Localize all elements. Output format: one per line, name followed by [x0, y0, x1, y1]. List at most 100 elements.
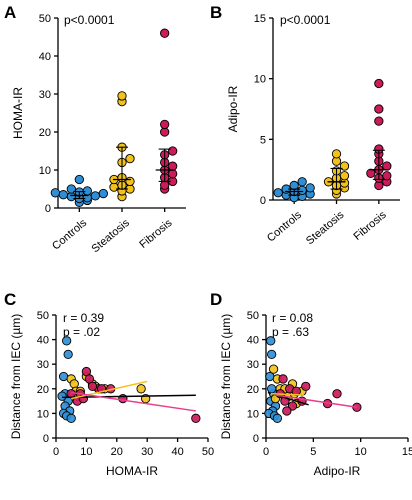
panel-a-fibrosis-point: [160, 119, 170, 130]
panel-b-x-tick-label: Steatosis: [304, 209, 347, 248]
panel-b-fibrosis-point: [382, 171, 392, 181]
panel-c-y-tick-label: 50: [37, 310, 49, 322]
panel-b-controls-point: [273, 188, 283, 198]
panel-a-controls-point: [66, 184, 76, 194]
panel-c-y-tick-label: 30: [37, 359, 49, 371]
panel-c-x-tick-label: 50: [202, 446, 214, 458]
panel-a-fibrosis-point: [168, 169, 178, 179]
panel-d-x-tick-label: 5: [310, 446, 316, 458]
panel-c-controls-point: [63, 349, 73, 360]
panel-a-y-axis-label: HOMA-IR: [11, 87, 25, 139]
panel-letter-d: D: [210, 290, 222, 309]
panel-b-steatosis-point: [331, 149, 342, 159]
panel-a-y-tick-label: 0: [45, 203, 51, 215]
panel-a-y-tick-label: 30: [39, 89, 51, 101]
panel-c-y-tick-label: 10: [37, 408, 49, 420]
panel-a-controls-point: [98, 188, 108, 199]
panel-c-y-tick-label: 0: [43, 433, 49, 445]
panel-c-x-tick-label: 20: [111, 446, 123, 458]
panel-c-overall-fit-line: [62, 394, 196, 399]
panel-d-fibrosis-point: [278, 374, 288, 384]
panel-a-steatosis-point: [125, 176, 135, 187]
panel-a-x-tick-label: Controls: [50, 217, 89, 253]
panel-c-r-value: r = 0.39: [63, 311, 104, 325]
panel-c-x-tick-label: 30: [141, 446, 153, 458]
panel-d-controls-point: [267, 384, 277, 394]
panel-d-y-tick-label: 20: [247, 384, 259, 396]
panel-d-fibrosis-point: [282, 406, 292, 416]
panel-a-fibrosis-point: [160, 127, 170, 137]
panel-c-x-tick-label: 10: [80, 446, 92, 458]
panel-b-y-axis-label: Adipo-IR: [226, 85, 240, 132]
panel-letter-a: A: [4, 3, 16, 22]
panel-d-controls-point: [267, 349, 277, 360]
panel-d-fibrosis-fit-line: [275, 394, 357, 408]
panel-c-fibrosis-point: [191, 413, 201, 423]
panel-a-controls-point: [58, 190, 68, 200]
panel-c-y-axis-label: Distance from IEC (µm): [9, 314, 23, 440]
panel-a-y-tick-label: 40: [39, 51, 51, 63]
panel-a-steatosis-point: [125, 153, 135, 164]
panel-c-p-value: p = .02: [63, 325, 100, 339]
panel-c-x-tick-label: 40: [171, 446, 183, 458]
panel-a-x-tick-label: Fibrosis: [137, 217, 175, 251]
panel-c-steatosis-fit-line: [71, 380, 148, 400]
panel-d-r-value: r = 0.08: [272, 311, 313, 325]
panel-b-y-tick-label: 5: [260, 134, 266, 146]
panel-c-controls-point: [61, 336, 72, 346]
panel-a-controls-point: [50, 188, 60, 198]
panel-b-y-tick-label: 0: [260, 195, 266, 207]
panel-c-controls-point: [57, 391, 67, 401]
panel-d-controls-point: [272, 413, 283, 423]
panel-b-y-tick-label: 15: [254, 13, 266, 25]
panel-a-controls-point: [90, 191, 100, 201]
panel-a-steatosis-point: [109, 182, 119, 192]
panel-b-controls-point: [289, 180, 299, 191]
panel-a-fibrosis-point: [168, 146, 178, 156]
panel-d-y-axis-label: Distance from IEC (µm): [219, 314, 233, 440]
panel-d-y-tick-label: 0: [253, 433, 259, 445]
panel-d-fibrosis-point: [301, 381, 311, 391]
panel-d-fibrosis-point: [332, 389, 342, 399]
panel-b-y-tick-label: 10: [254, 74, 266, 86]
panel-letter-c: C: [4, 290, 16, 309]
panel-d-y-tick-label: 10: [247, 408, 259, 420]
panel-letter-b: B: [210, 3, 222, 22]
panel-a-controls-point: [66, 191, 76, 202]
panel-d-controls-point: [266, 336, 276, 346]
panel-a-fibrosis-point: [160, 28, 170, 38]
panel-b-fibrosis-point: [366, 168, 376, 178]
panel-a-y-tick-label: 50: [39, 13, 51, 25]
panel-c-x-tick-label: 0: [53, 446, 59, 458]
panel-c-controls-point: [58, 371, 69, 382]
panel-d-x-tick-label: 10: [355, 446, 367, 458]
panel-a-steatosis-point: [117, 91, 127, 101]
panel-c-fibrosis-fit-line: [71, 391, 196, 412]
panel-b-fibrosis-point: [374, 116, 384, 126]
panel-a-y-tick-label: 10: [39, 165, 51, 177]
panel-b-fibrosis-point: [374, 78, 384, 89]
panel-a-fibrosis-point: [160, 180, 170, 190]
panel-d-y-tick-label: 30: [247, 359, 259, 371]
panel-b-x-tick-label: Fibrosis: [351, 209, 389, 243]
panel-c-fibrosis-point: [87, 381, 98, 391]
panel-b-x-tick-label: Controls: [265, 209, 304, 245]
panel-d-y-tick-label: 50: [247, 310, 259, 322]
panel-d-x-axis-label: Adipo-IR: [314, 464, 361, 478]
panel-c-controls-point: [66, 413, 76, 423]
panel-b-controls-point: [297, 185, 307, 195]
panel-c-y-tick-label: 40: [37, 335, 49, 347]
panel-b-pvalue: p<0.0001: [280, 13, 331, 27]
panel-b-controls-point: [297, 177, 307, 187]
panel-c-steatosis-point: [69, 379, 79, 389]
panel-d-steatosis-fit-line: [270, 392, 304, 396]
panel-d-x-tick-label: 15: [402, 446, 412, 458]
panel-a-fibrosis-point: [168, 161, 178, 171]
panel-d-p-value: p = .63: [272, 325, 309, 339]
panel-d-y-tick-label: 40: [247, 335, 259, 347]
panel-a-controls-point: [82, 186, 92, 196]
panel-d-fibrosis-point: [291, 386, 301, 396]
panel-a-x-tick-label: Steatosis: [90, 217, 133, 256]
